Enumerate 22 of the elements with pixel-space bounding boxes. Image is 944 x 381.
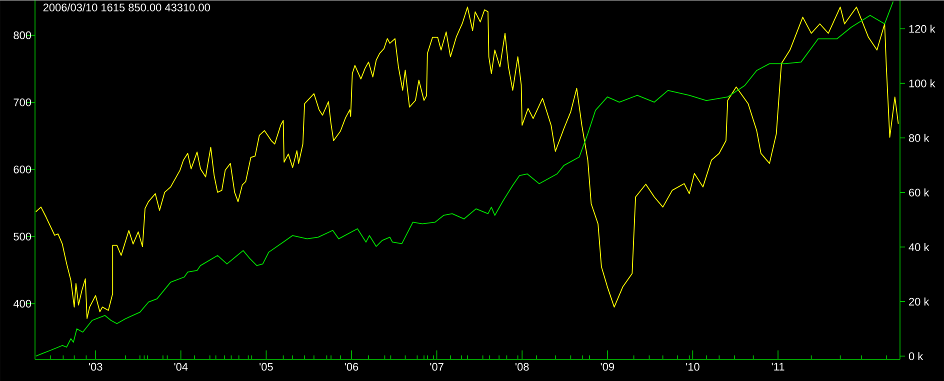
x-tick-label: '05 [260, 362, 273, 370]
y2-tick-label: 0 k [908, 352, 924, 360]
y2-tick-label: 40 k [908, 242, 930, 251]
y2-tick-label: 80 k [908, 134, 930, 142]
y-tick-label: 400 [13, 300, 32, 308]
x-tick-label: '11 [772, 362, 784, 370]
x-tick-label: '06 [344, 362, 358, 370]
x-tick-label: '03 [89, 362, 102, 370]
y2-tick-label: 20 k [909, 297, 930, 306]
chart-title: 2006/03/10 1615 850.00 43310.00 [43, 3, 210, 12]
x-tick-label: '10 [686, 362, 700, 370]
y-tick-label: 800 [14, 31, 32, 39]
y2-tick-label: 60 k [909, 188, 930, 196]
x-tick-label: '04 [174, 362, 188, 370]
x-tick-label: '07 [430, 362, 444, 370]
x-tick-label: '08 [516, 362, 529, 370]
y-tick-label: 700 [14, 98, 32, 106]
x-tick-label: '09 [600, 362, 614, 370]
y-tick-label: 500 [14, 232, 32, 240]
y2-tick-label: 120 k [909, 24, 936, 33]
y-tick-label: 600 [14, 165, 32, 174]
y2-tick-label: 100 k [909, 79, 936, 88]
